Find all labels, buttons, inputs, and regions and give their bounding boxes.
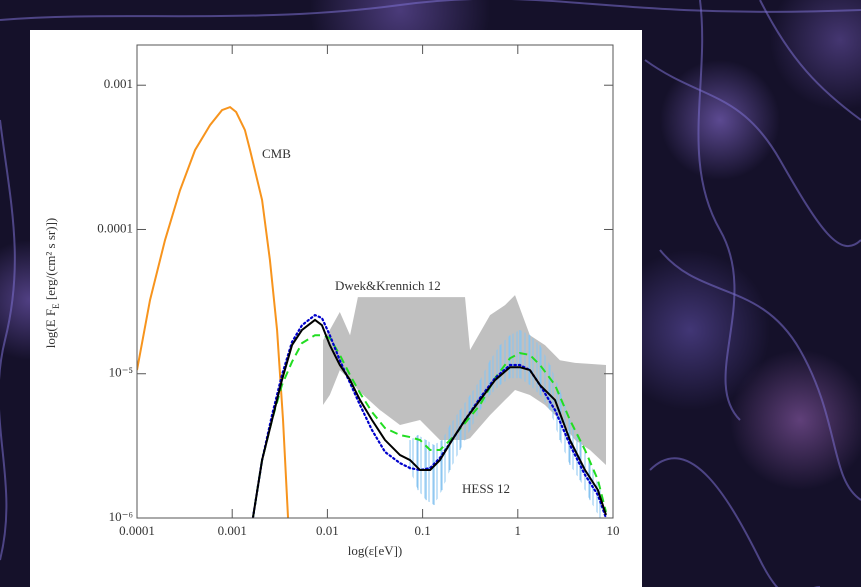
x-tick-label: 0.001 [218,523,247,538]
line-series [251,318,607,518]
filament [649,457,820,587]
lines [137,105,608,518]
y-axis-label: log(E FE [erg/(cm² s sr)]) [43,218,61,348]
y-tick-label: 10⁻⁵ [109,365,133,380]
line-series [137,105,290,518]
y-tick-label: 10⁻⁶ [109,509,133,524]
x-tick-label: 10 [607,523,620,538]
band-label: Dwek&Krennich 12 [335,278,441,293]
bands [322,295,606,518]
y-label-part: log(E F [43,309,58,348]
filament [0,0,861,21]
filament [759,0,861,121]
series-label: CMB [262,146,291,161]
x-tick-label: 0.0001 [119,523,155,538]
x-axis-label: log(ε[eV]) [348,543,403,558]
shaded-band [322,295,606,466]
filament [0,119,16,561]
y-tick-label: 0.001 [104,76,133,91]
filament [644,59,861,247]
filament [659,249,861,501]
x-tick-label: 0.01 [316,523,339,538]
y-label-part: [erg/(cm² s sr)]) [43,218,58,304]
line-series [251,334,607,518]
plot-frame [136,44,614,519]
y-tick-label: 0.0001 [97,220,133,235]
x-tick-label: 0.1 [414,523,430,538]
chart-panel [30,30,642,587]
x-tick-label: 1 [515,523,522,538]
band-label: HESS 12 [462,481,510,496]
hatched-band [410,329,600,518]
filament [697,0,741,421]
y-label-subscript: E [51,303,61,309]
